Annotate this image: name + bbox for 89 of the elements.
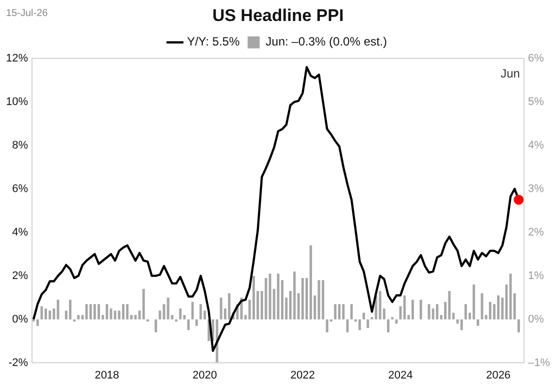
- bar: [420, 300, 422, 320]
- text: 15-Jul-26: [6, 8, 48, 19]
- bar: [346, 319, 349, 332]
- bar: [497, 295, 500, 320]
- bar: [81, 314, 84, 320]
- bar: [89, 304, 92, 320]
- bar: [395, 319, 398, 324]
- bar: [179, 308, 182, 320]
- bar: [488, 302, 492, 320]
- y-tick-label: 2%: [12, 270, 28, 282]
- y-tick-label: 10%: [6, 96, 28, 108]
- bar: [122, 304, 124, 320]
- y-tick-label: 8%: [12, 139, 28, 152]
- bar: [98, 304, 100, 320]
- bar: [378, 291, 382, 320]
- bar: [476, 319, 480, 326]
- bar: [334, 304, 336, 320]
- y2-tick-label: 2%: [528, 226, 544, 238]
- y2-tick-label: 4%: [528, 139, 544, 152]
- bar: [362, 312, 365, 320]
- bar: [195, 319, 198, 326]
- bar: [366, 319, 370, 328]
- bar: [191, 302, 194, 320]
- y2-tick-label: 0%: [528, 313, 544, 326]
- bar: [387, 319, 390, 332]
- bar: [40, 306, 43, 320]
- y2-tick-label: 1%: [528, 270, 544, 282]
- bar: [358, 319, 361, 330]
- bar: [448, 291, 451, 320]
- bar: [464, 304, 467, 320]
- bar: [350, 304, 353, 320]
- chart-title: US Headline PPI: [212, 6, 344, 25]
- y-tick-label: 4%: [12, 226, 28, 238]
- bar: [114, 310, 116, 320]
- bar: [436, 304, 438, 320]
- bar: [252, 276, 255, 320]
- y-tick-label: 0%: [12, 313, 28, 326]
- bar: [126, 304, 129, 320]
- bar: [505, 284, 508, 320]
- bar: [52, 308, 56, 320]
- x-tick-label: 2024: [388, 369, 413, 382]
- bar: [460, 319, 463, 330]
- bar: [220, 298, 222, 320]
- bar: [77, 314, 80, 320]
- bar: [411, 300, 414, 320]
- y-tick-label: -2%: [8, 356, 28, 369]
- bar: [318, 280, 320, 320]
- bar: [403, 295, 406, 320]
- bar: [93, 304, 96, 320]
- bar: [48, 310, 52, 320]
- y-tick-label: 12%: [6, 52, 28, 64]
- annotation: Jun: [500, 66, 520, 81]
- legend-label: Jun: –0.3% (0.0% est.): [266, 34, 388, 49]
- y2-tick-label: 3%: [528, 182, 544, 195]
- x-tick-label: 2018: [94, 369, 120, 382]
- bar: [166, 298, 170, 320]
- bar: [342, 304, 345, 320]
- bar: [36, 319, 39, 326]
- bar: [310, 245, 312, 320]
- bar: [338, 304, 341, 320]
- bar: [432, 308, 434, 320]
- bar: [85, 304, 88, 320]
- bar: [228, 293, 230, 320]
- bar: [199, 304, 202, 320]
- bar: [134, 314, 137, 320]
- x-tick-label: 2020: [192, 369, 218, 382]
- y2-tick-label: –1%: [528, 356, 550, 369]
- bar: [142, 288, 145, 320]
- bar: [106, 304, 108, 320]
- bar: [69, 300, 72, 320]
- bar: [158, 310, 162, 320]
- bar: [517, 319, 520, 332]
- bar: [187, 319, 190, 330]
- y2-tick-label: 5%: [528, 96, 544, 108]
- bar: [276, 274, 280, 320]
- x-tick-label: 2022: [290, 369, 315, 382]
- bar: [293, 271, 296, 320]
- bar: [44, 308, 47, 320]
- bar: [301, 278, 304, 320]
- bar: [154, 319, 158, 332]
- y-tick-label: 6%: [12, 182, 28, 195]
- bar: [399, 306, 402, 320]
- bar: [264, 278, 268, 320]
- bar: [326, 319, 328, 332]
- bar: [509, 274, 512, 320]
- legend-label: Y/Y: 5.5%: [186, 34, 240, 49]
- y2-tick-label: 6%: [528, 52, 544, 64]
- x-tick-label: 2026: [486, 369, 511, 382]
- bar: [472, 284, 476, 320]
